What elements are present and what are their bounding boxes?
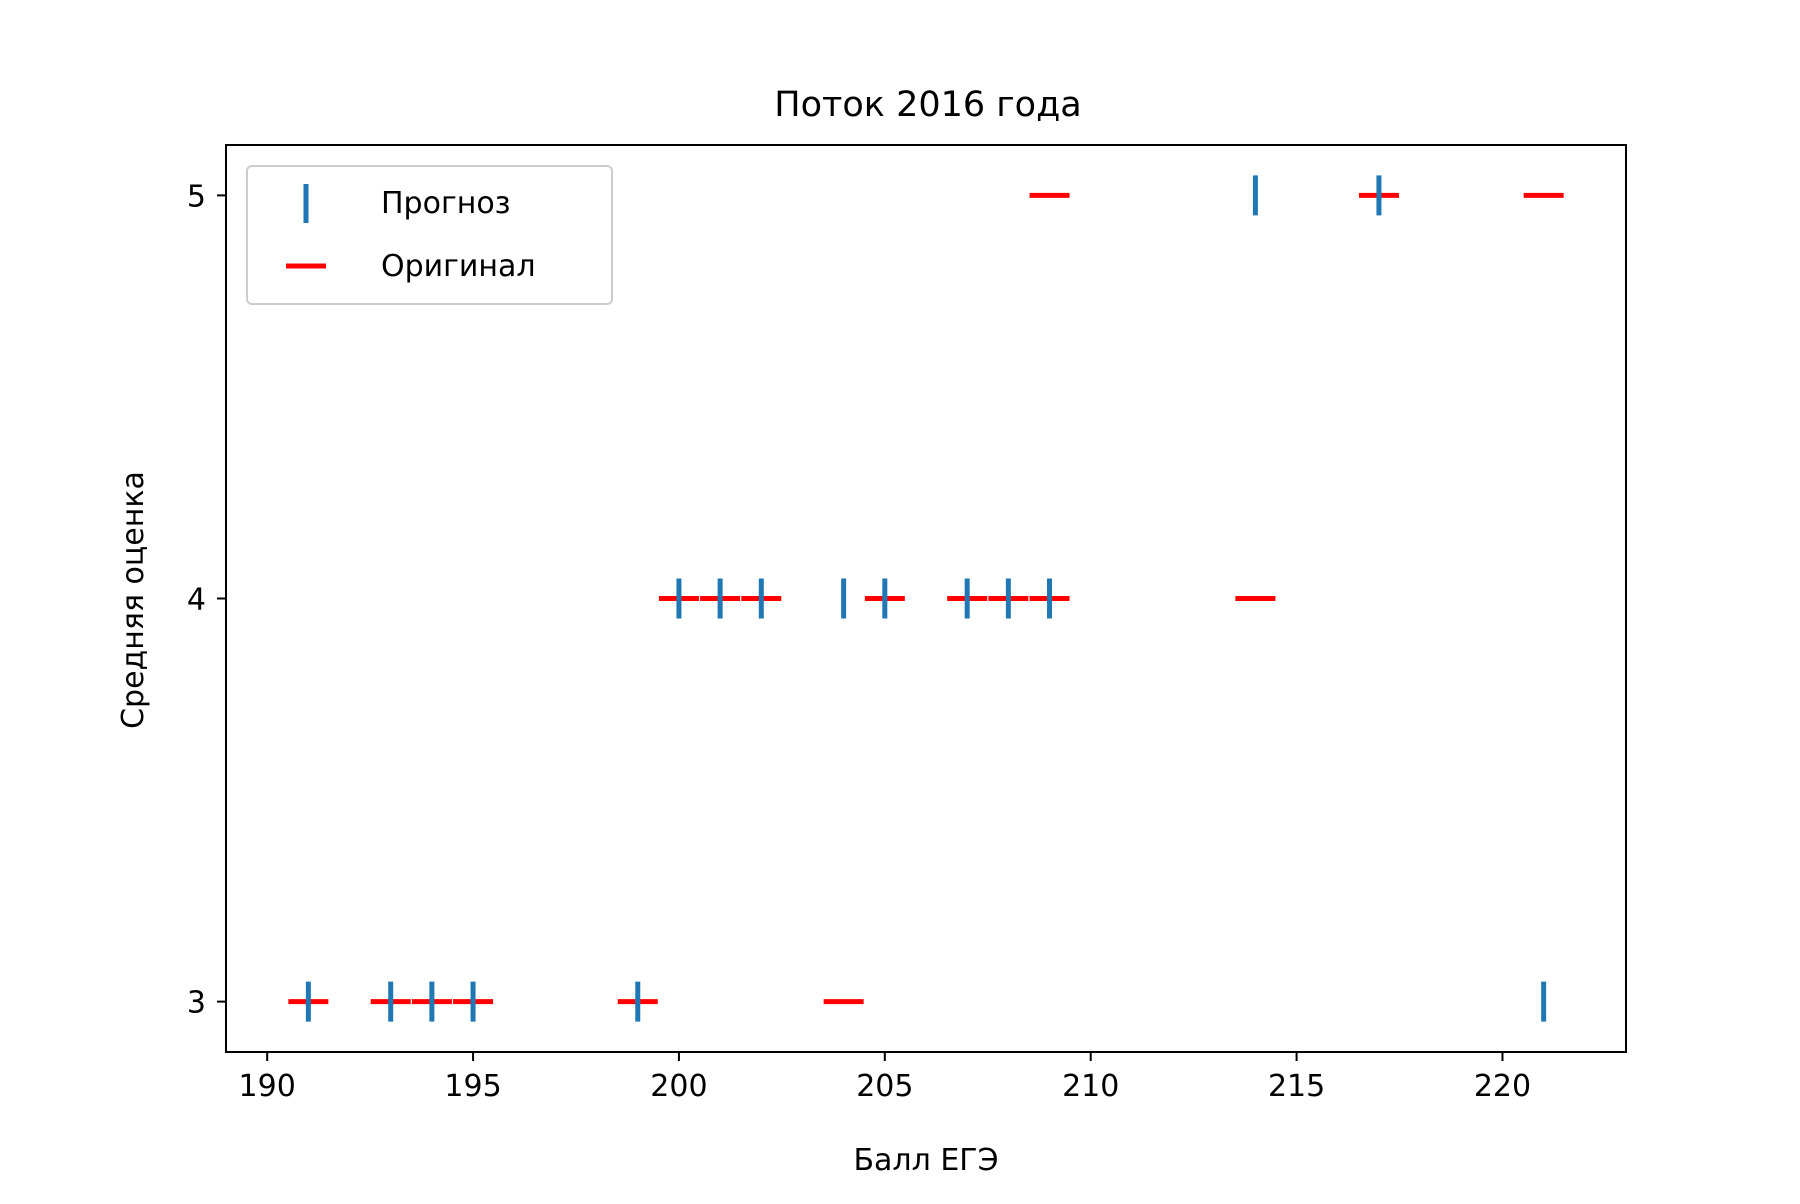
legend-label-forecast: Прогноз [381, 186, 511, 221]
plot-marks [288, 175, 1564, 1022]
y-tick-label: 4 [187, 583, 206, 618]
x-tick-label: 220 [1474, 1069, 1531, 1104]
x-tick-label: 205 [856, 1069, 913, 1104]
x-tick-label: 200 [650, 1069, 707, 1104]
x-tick-label: 215 [1268, 1069, 1325, 1104]
legend-box [246, 165, 613, 305]
x-tick-label: 195 [444, 1069, 501, 1104]
chart-title: Поток 2016 года [774, 85, 1081, 125]
legend-label-original: Оригинал [381, 249, 536, 284]
x-axis: 190 195 200 205 210 215 220 [239, 1052, 1531, 1104]
y-axis: 3 4 5 [187, 179, 226, 1021]
x-tick-label: 210 [1062, 1069, 1119, 1104]
legend: Прогноз Оригинал [246, 165, 613, 305]
y-axis-label: Средняя оценка [116, 471, 151, 729]
plot-frame [225, 144, 1627, 1053]
x-tick-label: 190 [239, 1069, 296, 1104]
x-axis-label: Балл ЕГЭ [853, 1143, 998, 1178]
y-tick-label: 5 [187, 179, 206, 214]
y-tick-label: 3 [187, 986, 206, 1021]
